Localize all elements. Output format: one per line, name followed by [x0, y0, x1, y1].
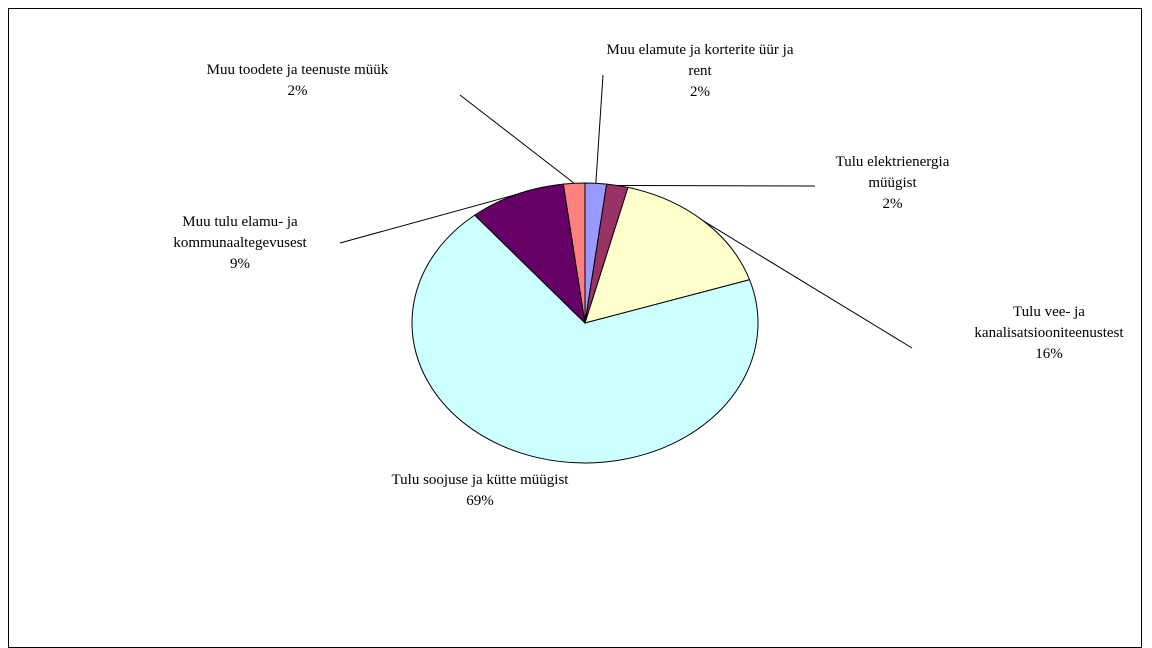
page: {"chart_data": {"type": "pie", "categori…	[8, 8, 1142, 648]
category-label: Tulu soojuse ja kütte müügist	[391, 472, 569, 488]
value-label: 2%	[287, 83, 308, 99]
category-label: Muu elamute ja korterite üür ja rent	[606, 42, 794, 79]
value-label: 69%	[466, 493, 494, 509]
category-label: Muu tulu elamu- ja kommunaaltegevusest	[173, 214, 307, 251]
category-label: Tulu elektrienergia müügist	[835, 154, 950, 191]
slice-label: Tulu vee- ja kanalisatsiooniteenustest 16…	[965, 302, 1133, 365]
slice-label: Muu tulu elamu- ja kommunaaltegevusest 9%	[120, 212, 360, 275]
value-label: 2%	[690, 84, 710, 100]
category-label: Tulu vee- ja kanalisatsiooniteenustest	[974, 304, 1124, 341]
slice-label: Tulu soojuse ja kütte müügist 69%	[355, 470, 605, 512]
leader-line	[703, 220, 913, 349]
slice-label: Tulu elektrienergia müügist 2%	[810, 152, 975, 215]
value-label: 9%	[230, 256, 250, 272]
value-label: 2%	[882, 196, 903, 212]
leader-line	[459, 94, 575, 184]
slice-label: Muu toodete ja teenuste müük 2%	[205, 60, 390, 102]
leader-line	[617, 184, 816, 187]
pie-slice	[473, 183, 586, 325]
category-label: Muu toodete ja teenuste müük	[206, 62, 389, 78]
slice-label: Muu elamute ja korterite üür ja rent 2%	[595, 40, 805, 103]
leader-line	[339, 194, 517, 244]
pie-slice	[411, 214, 759, 464]
leader-line	[595, 74, 604, 184]
value-label: 16%	[1035, 346, 1063, 362]
chart	[339, 74, 913, 464]
